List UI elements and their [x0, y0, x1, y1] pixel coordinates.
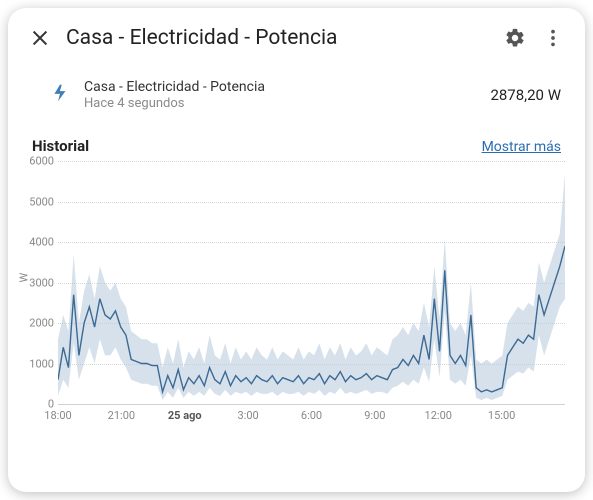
more-button[interactable] — [541, 26, 565, 50]
x-tick-label: 12:00 — [425, 409, 452, 422]
x-tick-label: 25 ago — [168, 409, 202, 422]
x-axis-ticks: 18:0021:0025 ago3:006:009:0012:0015:00 — [58, 409, 565, 427]
dialog-title: Casa - Electricidad - Potencia — [66, 26, 489, 50]
close-button[interactable] — [28, 26, 52, 50]
chart-band — [58, 173, 565, 400]
show-more-link[interactable]: Mostrar más — [482, 139, 561, 155]
history-chart[interactable]: W 0100020003000400050006000 18:0021:0025… — [28, 161, 565, 431]
y-tick-label: 4000 — [24, 236, 54, 249]
entity-info: Casa - Electricidad - Potencia Hace 4 se… — [84, 78, 476, 111]
dialog-header: Casa - Electricidad - Potencia — [28, 26, 565, 50]
y-tick-label: 2000 — [24, 317, 54, 330]
x-tick-label: 9:00 — [364, 409, 385, 422]
entity-value: 2878,20 W — [490, 86, 561, 104]
gear-icon — [504, 27, 526, 49]
x-tick-label: 6:00 — [301, 409, 322, 422]
lightning-bolt-icon — [48, 82, 70, 108]
x-tick-label: 18:00 — [44, 409, 71, 422]
entity-row: Casa - Electricidad - Potencia Hace 4 se… — [28, 78, 565, 111]
history-title: Historial — [32, 137, 89, 155]
entity-name: Casa - Electricidad - Potencia — [84, 78, 476, 96]
chart-svg — [58, 161, 565, 404]
settings-button[interactable] — [503, 26, 527, 50]
history-header: Historial Mostrar más — [28, 137, 565, 155]
x-tick-label: 15:00 — [488, 409, 515, 422]
y-tick-label: 3000 — [24, 276, 54, 289]
x-tick-label: 3:00 — [238, 409, 259, 422]
sensor-dialog: Casa - Electricidad - Potencia Casa - El… — [8, 8, 585, 492]
entity-updated: Hace 4 segundos — [84, 96, 476, 111]
y-tick-label: 5000 — [24, 195, 54, 208]
y-tick-label: 1000 — [24, 357, 54, 370]
close-icon — [29, 27, 51, 49]
more-vertical-icon — [542, 27, 564, 49]
chart-plot-area: 0100020003000400050006000 — [58, 161, 565, 405]
grid-line — [58, 404, 565, 405]
y-tick-label: 6000 — [24, 155, 54, 168]
x-tick-label: 21:00 — [108, 409, 135, 422]
